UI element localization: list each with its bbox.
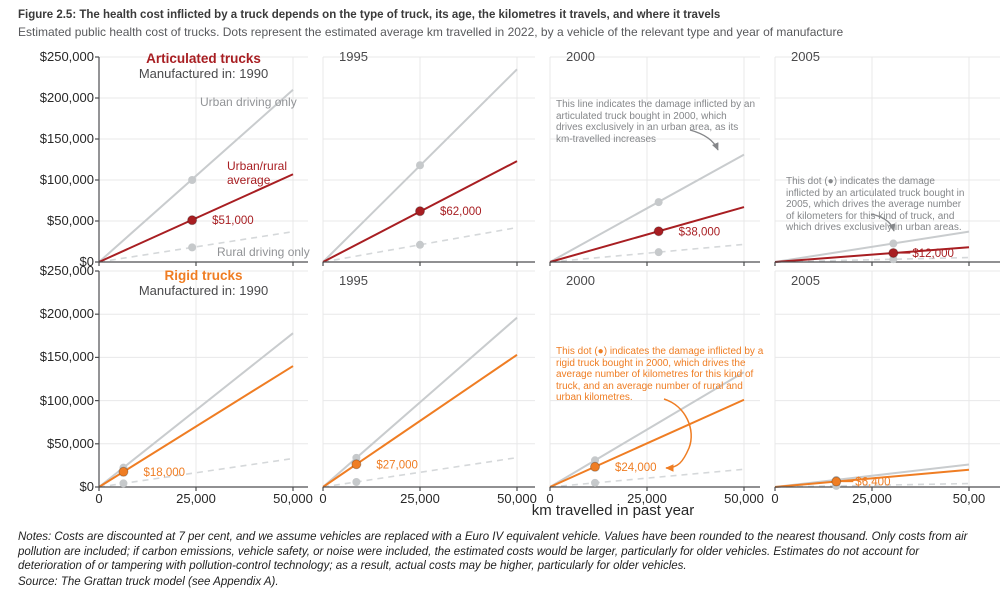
y-tick-label: $250,000 bbox=[39, 263, 94, 278]
y-tick-label: $150,000 bbox=[39, 349, 94, 365]
x-tick-label: 0 bbox=[319, 491, 327, 506]
y-tick-label: $0 bbox=[79, 479, 94, 494]
urban-dot bbox=[416, 161, 424, 170]
figure-title: Figure 2.5: The health cost inflicted by… bbox=[18, 9, 721, 21]
dot-value-label: $24,000 bbox=[615, 462, 657, 474]
row-title-rigid: Rigid trucks bbox=[164, 268, 243, 283]
x-tick-label: 25,000 bbox=[627, 491, 667, 506]
x-tick-label: 50,000 bbox=[724, 491, 764, 506]
x-tick-label: 50,000 bbox=[497, 491, 537, 506]
y-tick-label: $250,000 bbox=[39, 49, 94, 64]
average-dot bbox=[831, 476, 842, 487]
panel-year-rigid-2000: 2000 bbox=[566, 273, 595, 288]
series-label-rural: Rural driving only bbox=[217, 245, 310, 259]
y-tick-label: $50,000 bbox=[47, 435, 94, 451]
dot-value-label: $27,000 bbox=[376, 459, 418, 471]
x-axis-title: km travelled in past year bbox=[531, 502, 695, 519]
urban-dot bbox=[591, 456, 600, 465]
series-label-urban: Urban driving only bbox=[200, 95, 297, 109]
chart-panel-articulated-2005: $12,000 bbox=[774, 56, 1000, 266]
chart-panel-rigid-2005: $6,400 bbox=[774, 270, 1000, 491]
row-subtitle-articulated: Manufactured in: 1990 bbox=[138, 66, 269, 81]
rural-dot bbox=[416, 240, 424, 249]
annotation-dot-2005: This dot (●) indicates the damage inflic… bbox=[786, 176, 965, 234]
annotation-dot-rigid-2000: This dot (●) indicates the damage inflic… bbox=[556, 346, 764, 404]
x-tick-label: 0 bbox=[95, 491, 103, 506]
y-tick-label: $100,000 bbox=[39, 392, 94, 408]
dot-value-label: $51,000 bbox=[212, 215, 254, 227]
rural-dot bbox=[889, 255, 898, 264]
y-tick-label: $50,000 bbox=[47, 213, 94, 228]
chart-panel-articulated-1990: $51,000 bbox=[95, 56, 308, 266]
chart-panel-rigid-2000: $24,000 bbox=[549, 270, 760, 491]
dot-value-label: $18,000 bbox=[143, 467, 185, 479]
average-dot bbox=[653, 226, 664, 237]
chart-panel-rigid-1990: $18,000 bbox=[95, 270, 308, 491]
rural-dot bbox=[591, 478, 600, 487]
chart-panel-articulated-2000: $38,000 bbox=[549, 56, 760, 266]
average-dot bbox=[187, 215, 198, 226]
x-tick-label: 50,00 bbox=[952, 491, 986, 506]
chart-panel-articulated-1995: $62,000 bbox=[322, 56, 535, 266]
average-dot bbox=[888, 247, 899, 258]
source: Source: The Grattan truck model (see App… bbox=[18, 576, 279, 588]
panel-year-articulated-2005: 2005 bbox=[791, 49, 820, 64]
chart-panel-rigid-1995: $27,000 bbox=[322, 270, 535, 491]
dot-value-label: $62,000 bbox=[440, 206, 482, 218]
dot-value-label: $6,400 bbox=[855, 477, 890, 489]
urban-dot bbox=[352, 453, 361, 462]
x-tick-label: 25,000 bbox=[176, 491, 216, 506]
panel-year-articulated-2000: 2000 bbox=[566, 49, 595, 64]
x-tick-label: 25,000 bbox=[400, 491, 440, 506]
y-tick-label: $0 bbox=[79, 254, 94, 269]
rural-dot bbox=[654, 248, 663, 257]
row-subtitle-rigid: Manufactured in: 1990 bbox=[138, 283, 269, 298]
panel-year-articulated-1995: 1995 bbox=[339, 49, 368, 64]
dot-value-label: $12,000 bbox=[912, 248, 954, 260]
urban-dot bbox=[188, 176, 197, 184]
rural-dot bbox=[352, 477, 361, 486]
y-tick-label: $200,000 bbox=[39, 306, 94, 322]
x-tick-label: 25,000 bbox=[852, 491, 892, 506]
figure-subtitle: Estimated public health cost of trucks. … bbox=[18, 25, 844, 39]
rural-dot bbox=[119, 479, 128, 488]
x-tick-label: 0 bbox=[546, 491, 554, 506]
y-tick-label: $200,000 bbox=[39, 90, 94, 105]
average-dot bbox=[118, 466, 129, 477]
x-tick-label: 0 bbox=[771, 491, 779, 506]
average-dot bbox=[351, 459, 362, 470]
rural-dot bbox=[188, 243, 197, 252]
series-label-average: Urban/rural average bbox=[227, 159, 288, 187]
row-title-articulated: Articulated trucks bbox=[146, 51, 261, 66]
panel-year-rigid-2005: 2005 bbox=[791, 273, 820, 288]
average-dot bbox=[415, 206, 425, 217]
dot-value-label: $38,000 bbox=[679, 226, 721, 238]
y-tick-label: $150,000 bbox=[39, 131, 94, 146]
x-tick-label: 50,000 bbox=[273, 491, 313, 506]
panel-year-rigid-1995: 1995 bbox=[339, 273, 368, 288]
urban-dot bbox=[889, 239, 898, 248]
notes: Notes: Costs are discounted at 7 per cen… bbox=[18, 531, 968, 573]
y-tick-label: $100,000 bbox=[39, 172, 94, 187]
average-dot bbox=[590, 461, 601, 472]
annotation-urban-line-2000: This line indicates the damage inflicted… bbox=[556, 99, 756, 145]
urban-dot bbox=[654, 198, 663, 207]
